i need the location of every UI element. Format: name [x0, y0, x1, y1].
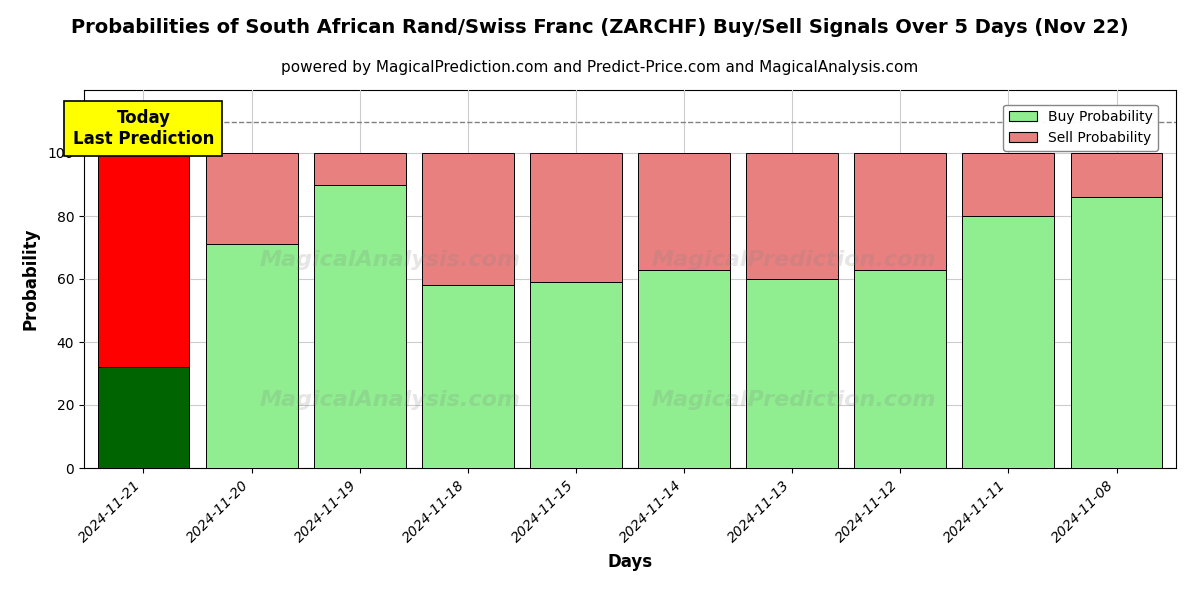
Y-axis label: Probability: Probability: [22, 228, 40, 330]
Bar: [422, 153, 514, 286]
Bar: [854, 153, 947, 269]
Bar: [313, 185, 406, 468]
Bar: [638, 153, 730, 269]
Bar: [97, 367, 190, 468]
Bar: [530, 282, 622, 468]
Text: MagicalAnalysis.com: MagicalAnalysis.com: [259, 390, 521, 410]
Bar: [962, 153, 1055, 216]
Bar: [205, 153, 298, 244]
Text: MagicalAnalysis.com: MagicalAnalysis.com: [259, 250, 521, 270]
Bar: [962, 216, 1055, 468]
Bar: [746, 279, 838, 468]
Text: Today
Last Prediction: Today Last Prediction: [73, 109, 214, 148]
Bar: [1070, 153, 1163, 197]
Bar: [205, 244, 298, 468]
Text: MagicalPrediction.com: MagicalPrediction.com: [652, 390, 936, 410]
Legend: Buy Probability, Sell Probability: Buy Probability, Sell Probability: [1003, 104, 1158, 151]
Bar: [1070, 197, 1163, 468]
Bar: [313, 153, 406, 185]
Bar: [854, 269, 947, 468]
Bar: [97, 153, 190, 367]
X-axis label: Days: Days: [607, 553, 653, 571]
Bar: [638, 269, 730, 468]
Text: MagicalPrediction.com: MagicalPrediction.com: [652, 250, 936, 270]
Text: powered by MagicalPrediction.com and Predict-Price.com and MagicalAnalysis.com: powered by MagicalPrediction.com and Pre…: [281, 60, 919, 75]
Bar: [422, 286, 514, 468]
Bar: [530, 153, 622, 282]
Text: Probabilities of South African Rand/Swiss Franc (ZARCHF) Buy/Sell Signals Over 5: Probabilities of South African Rand/Swis…: [71, 18, 1129, 37]
Bar: [746, 153, 838, 279]
